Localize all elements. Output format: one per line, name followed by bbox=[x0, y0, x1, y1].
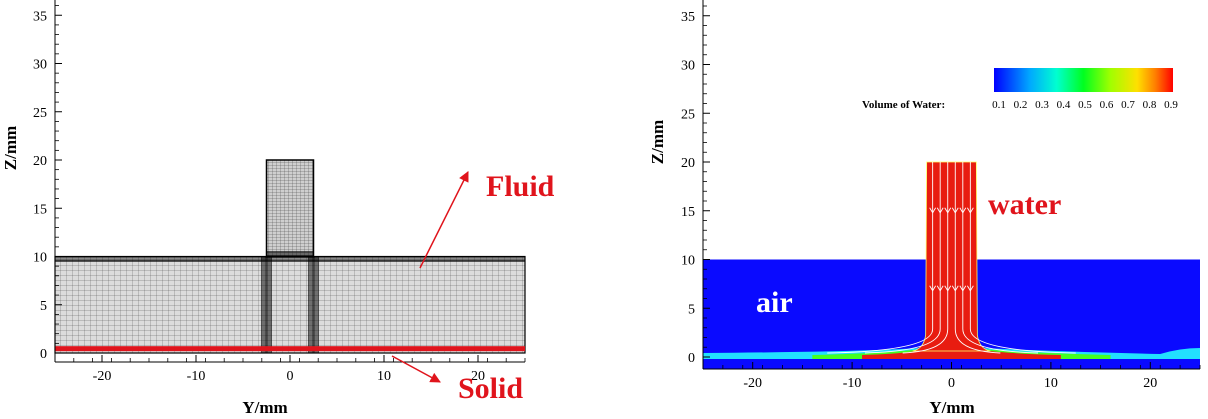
y-tick-label: 10 bbox=[33, 251, 47, 266]
y-tick-label: 10 bbox=[681, 254, 695, 269]
y-tick-label: 35 bbox=[681, 10, 695, 25]
left-axes: 0 5 10 15 20 25 30 35 -20 -10 0 10 20 bbox=[33, 0, 526, 384]
vof-legend-level: 0.3 bbox=[1035, 99, 1049, 111]
streamline-arrow bbox=[936, 207, 944, 214]
y-tick-label: 5 bbox=[40, 299, 47, 314]
y-tick-label: 0 bbox=[688, 351, 695, 366]
vof-legend-level: 0.1 bbox=[992, 99, 1006, 111]
x-tick-label: 0 bbox=[948, 376, 955, 391]
x-tick-label: -20 bbox=[743, 376, 762, 391]
streamline-arrow bbox=[929, 285, 937, 292]
streamline bbox=[962, 162, 1039, 354]
air-label: air bbox=[756, 286, 793, 319]
vof-legend-level: 0.5 bbox=[1078, 99, 1092, 111]
right-x-axis-title: Y/mm bbox=[929, 398, 974, 417]
y-tick-label: 20 bbox=[33, 154, 47, 169]
right-axes: 0 5 10 15 20 25 30 35 -20 -10 0 10 20 bbox=[681, 0, 1201, 391]
streamline bbox=[902, 162, 949, 354]
solid-layer bbox=[55, 346, 525, 352]
y-tick-label: 35 bbox=[33, 9, 47, 24]
vof-colorbar bbox=[994, 68, 1173, 92]
vof-legend-title: Volume of Water: bbox=[862, 99, 945, 111]
streamline bbox=[969, 162, 1076, 354]
streamline-arrow bbox=[959, 285, 967, 292]
y-tick-label: 20 bbox=[681, 156, 695, 171]
y-tick-label: 15 bbox=[681, 205, 695, 220]
x-tick-label: -20 bbox=[93, 369, 112, 384]
contour-plot bbox=[703, 161, 1200, 369]
vof-legend: Volume of Water: 0.1 0.2 0.3 0.4 0.5 0.6 0.7 0.… bbox=[862, 68, 1178, 111]
fluid-arrow bbox=[419, 171, 469, 269]
x-tick-label: 10 bbox=[377, 369, 391, 384]
y-tick-label: 15 bbox=[33, 202, 47, 217]
mesh-panel: 0 5 10 15 20 25 30 35 -20 -10 0 10 20 Y/mm Z/mm Flui… bbox=[1, 0, 555, 417]
x-tick-label: 20 bbox=[471, 369, 485, 384]
streamline-arrow bbox=[944, 285, 952, 292]
y-tick-label: 5 bbox=[688, 302, 695, 317]
left-x-axis-title: Y/mm bbox=[242, 398, 287, 417]
streamline-arrow bbox=[959, 207, 967, 214]
y-tick-label: 25 bbox=[33, 106, 47, 121]
solid-label: Solid bbox=[458, 372, 523, 405]
x-tick-label: -10 bbox=[187, 369, 206, 384]
y-tick-label: 30 bbox=[681, 59, 695, 74]
y-tick-label: 30 bbox=[33, 58, 47, 73]
streamline bbox=[864, 162, 941, 354]
streamline-arrow bbox=[936, 285, 944, 292]
mesh-plot bbox=[54, 159, 526, 354]
x-tick-label: 20 bbox=[1143, 376, 1157, 391]
right-y-axis-title: Z/mm bbox=[648, 120, 667, 164]
vof-legend-level: 0.8 bbox=[1143, 99, 1157, 111]
vof-legend-level: 0.6 bbox=[1100, 99, 1114, 111]
contour-panel: 0 5 10 15 20 25 30 35 -20 -10 0 10 20 Y/mm Z/mm wate… bbox=[648, 0, 1201, 417]
water-jet bbox=[912, 161, 991, 352]
left-y-axis-title: Z/mm bbox=[1, 126, 20, 170]
solid-arrow bbox=[391, 355, 441, 383]
water-label: water bbox=[988, 188, 1061, 221]
x-tick-label: 10 bbox=[1044, 376, 1058, 391]
vof-legend-level: 0.2 bbox=[1014, 99, 1028, 111]
streamline-arrow bbox=[929, 207, 937, 214]
channel-mesh-region bbox=[265, 159, 315, 258]
fluid-label: Fluid bbox=[486, 170, 555, 203]
streamline bbox=[827, 162, 934, 354]
streamline-arrow bbox=[966, 207, 974, 214]
y-tick-label: 0 bbox=[40, 347, 47, 362]
streamline-arrow bbox=[951, 285, 959, 292]
y-tick-label: 25 bbox=[681, 107, 695, 122]
streamline-arrow bbox=[951, 207, 959, 214]
x-tick-label: -10 bbox=[843, 376, 862, 391]
streamline bbox=[954, 162, 1001, 354]
fluid-mesh-region bbox=[54, 255, 526, 354]
streamline-arrow bbox=[944, 207, 952, 214]
vof-legend-level: 0.7 bbox=[1121, 99, 1135, 111]
vof-legend-level: 0.9 bbox=[1164, 99, 1178, 111]
vof-legend-level: 0.4 bbox=[1057, 99, 1071, 111]
streamline-arrow bbox=[966, 285, 974, 292]
x-tick-label: 0 bbox=[287, 369, 294, 384]
